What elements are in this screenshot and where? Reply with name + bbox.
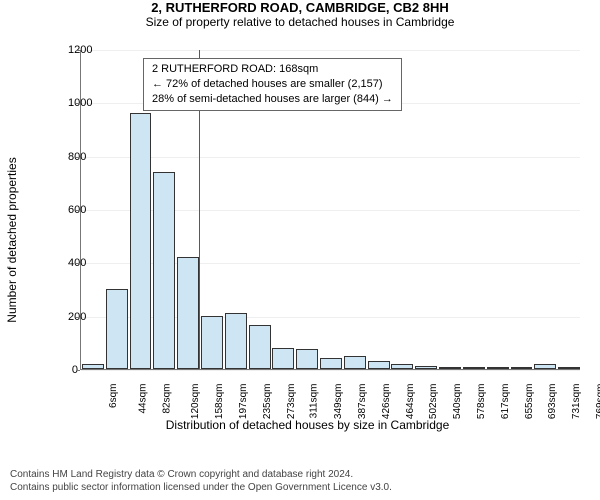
grid-line bbox=[81, 50, 580, 51]
annotation-line-1: 2 RUTHERFORD ROAD: 168sqm bbox=[152, 62, 393, 77]
y-tick-mark bbox=[76, 157, 80, 158]
x-tick-label: 273sqm bbox=[286, 384, 297, 420]
histogram-bar bbox=[272, 348, 294, 369]
x-tick-label: 82sqm bbox=[161, 384, 172, 414]
footer-line-2: Contains public sector information licen… bbox=[10, 482, 392, 495]
annotation-line-2: ← 72% of detached houses are smaller (2,… bbox=[152, 77, 393, 92]
histogram-bar bbox=[201, 316, 223, 369]
histogram-bar bbox=[463, 367, 485, 369]
x-tick-label: 158sqm bbox=[214, 384, 225, 420]
annotation-box: 2 RUTHERFORD ROAD: 168sqm ← 72% of detac… bbox=[143, 58, 402, 111]
histogram-bar bbox=[106, 289, 128, 369]
y-tick-mark bbox=[76, 210, 80, 211]
grid-line bbox=[81, 370, 580, 371]
x-tick-label: 693sqm bbox=[548, 384, 559, 420]
histogram-bar bbox=[82, 364, 104, 369]
y-tick-mark bbox=[76, 317, 80, 318]
histogram-bar bbox=[344, 356, 366, 369]
x-tick-label: 731sqm bbox=[571, 384, 582, 420]
histogram-bar bbox=[415, 366, 437, 369]
histogram-bar bbox=[296, 349, 318, 369]
x-tick-label: 578sqm bbox=[476, 384, 487, 420]
histogram-bar bbox=[439, 367, 461, 369]
page-subtitle: Size of property relative to detached ho… bbox=[0, 15, 600, 29]
x-tick-label: 502sqm bbox=[429, 384, 440, 420]
x-tick-label: 655sqm bbox=[524, 384, 535, 420]
grid-line bbox=[81, 157, 580, 158]
x-tick-label: 44sqm bbox=[137, 384, 148, 414]
x-tick-label: 349sqm bbox=[333, 384, 344, 420]
annotation-line-3: 28% of semi-detached houses are larger (… bbox=[152, 92, 393, 107]
x-tick-label: 426sqm bbox=[381, 384, 392, 420]
histogram-bar bbox=[130, 113, 152, 369]
histogram-bar bbox=[511, 367, 533, 369]
plot-area: 2 RUTHERFORD ROAD: 168sqm ← 72% of detac… bbox=[80, 50, 580, 370]
y-tick-mark bbox=[76, 103, 80, 104]
histogram-bar bbox=[225, 313, 247, 369]
y-tick-mark bbox=[76, 50, 80, 51]
y-tick-mark bbox=[76, 263, 80, 264]
x-tick-label: 617sqm bbox=[500, 384, 511, 420]
x-tick-label: 120sqm bbox=[190, 384, 201, 420]
x-tick-label: 464sqm bbox=[405, 384, 416, 420]
x-tick-label: 197sqm bbox=[238, 384, 249, 420]
footer-text: Contains HM Land Registry data © Crown c… bbox=[10, 469, 392, 494]
x-tick-label: 540sqm bbox=[452, 384, 463, 420]
y-tick-mark bbox=[76, 370, 80, 371]
page-title: 2, RUTHERFORD ROAD, CAMBRIDGE, CB2 8HH bbox=[0, 0, 600, 15]
x-axis-label: Distribution of detached houses by size … bbox=[166, 418, 450, 432]
x-tick-label: 6sqm bbox=[108, 384, 119, 408]
histogram-bar bbox=[558, 367, 580, 369]
histogram-bar bbox=[249, 325, 271, 369]
histogram-bar bbox=[368, 361, 390, 369]
histogram-bar bbox=[487, 367, 509, 369]
x-tick-label: 235sqm bbox=[262, 384, 273, 420]
histogram-bar bbox=[534, 364, 556, 369]
histogram-bar bbox=[177, 257, 199, 369]
histogram-bar bbox=[391, 364, 413, 369]
x-tick-label: 311sqm bbox=[309, 384, 320, 419]
chart-area: Number of detached properties 2 RUTHERFO… bbox=[30, 50, 585, 430]
y-axis-label: Number of detached properties bbox=[5, 157, 19, 322]
histogram-bar bbox=[320, 358, 342, 369]
x-tick-label: 387sqm bbox=[357, 384, 368, 420]
histogram-bar bbox=[153, 172, 175, 369]
x-tick-label: 769sqm bbox=[595, 384, 600, 420]
footer-line-1: Contains HM Land Registry data © Crown c… bbox=[10, 469, 392, 482]
